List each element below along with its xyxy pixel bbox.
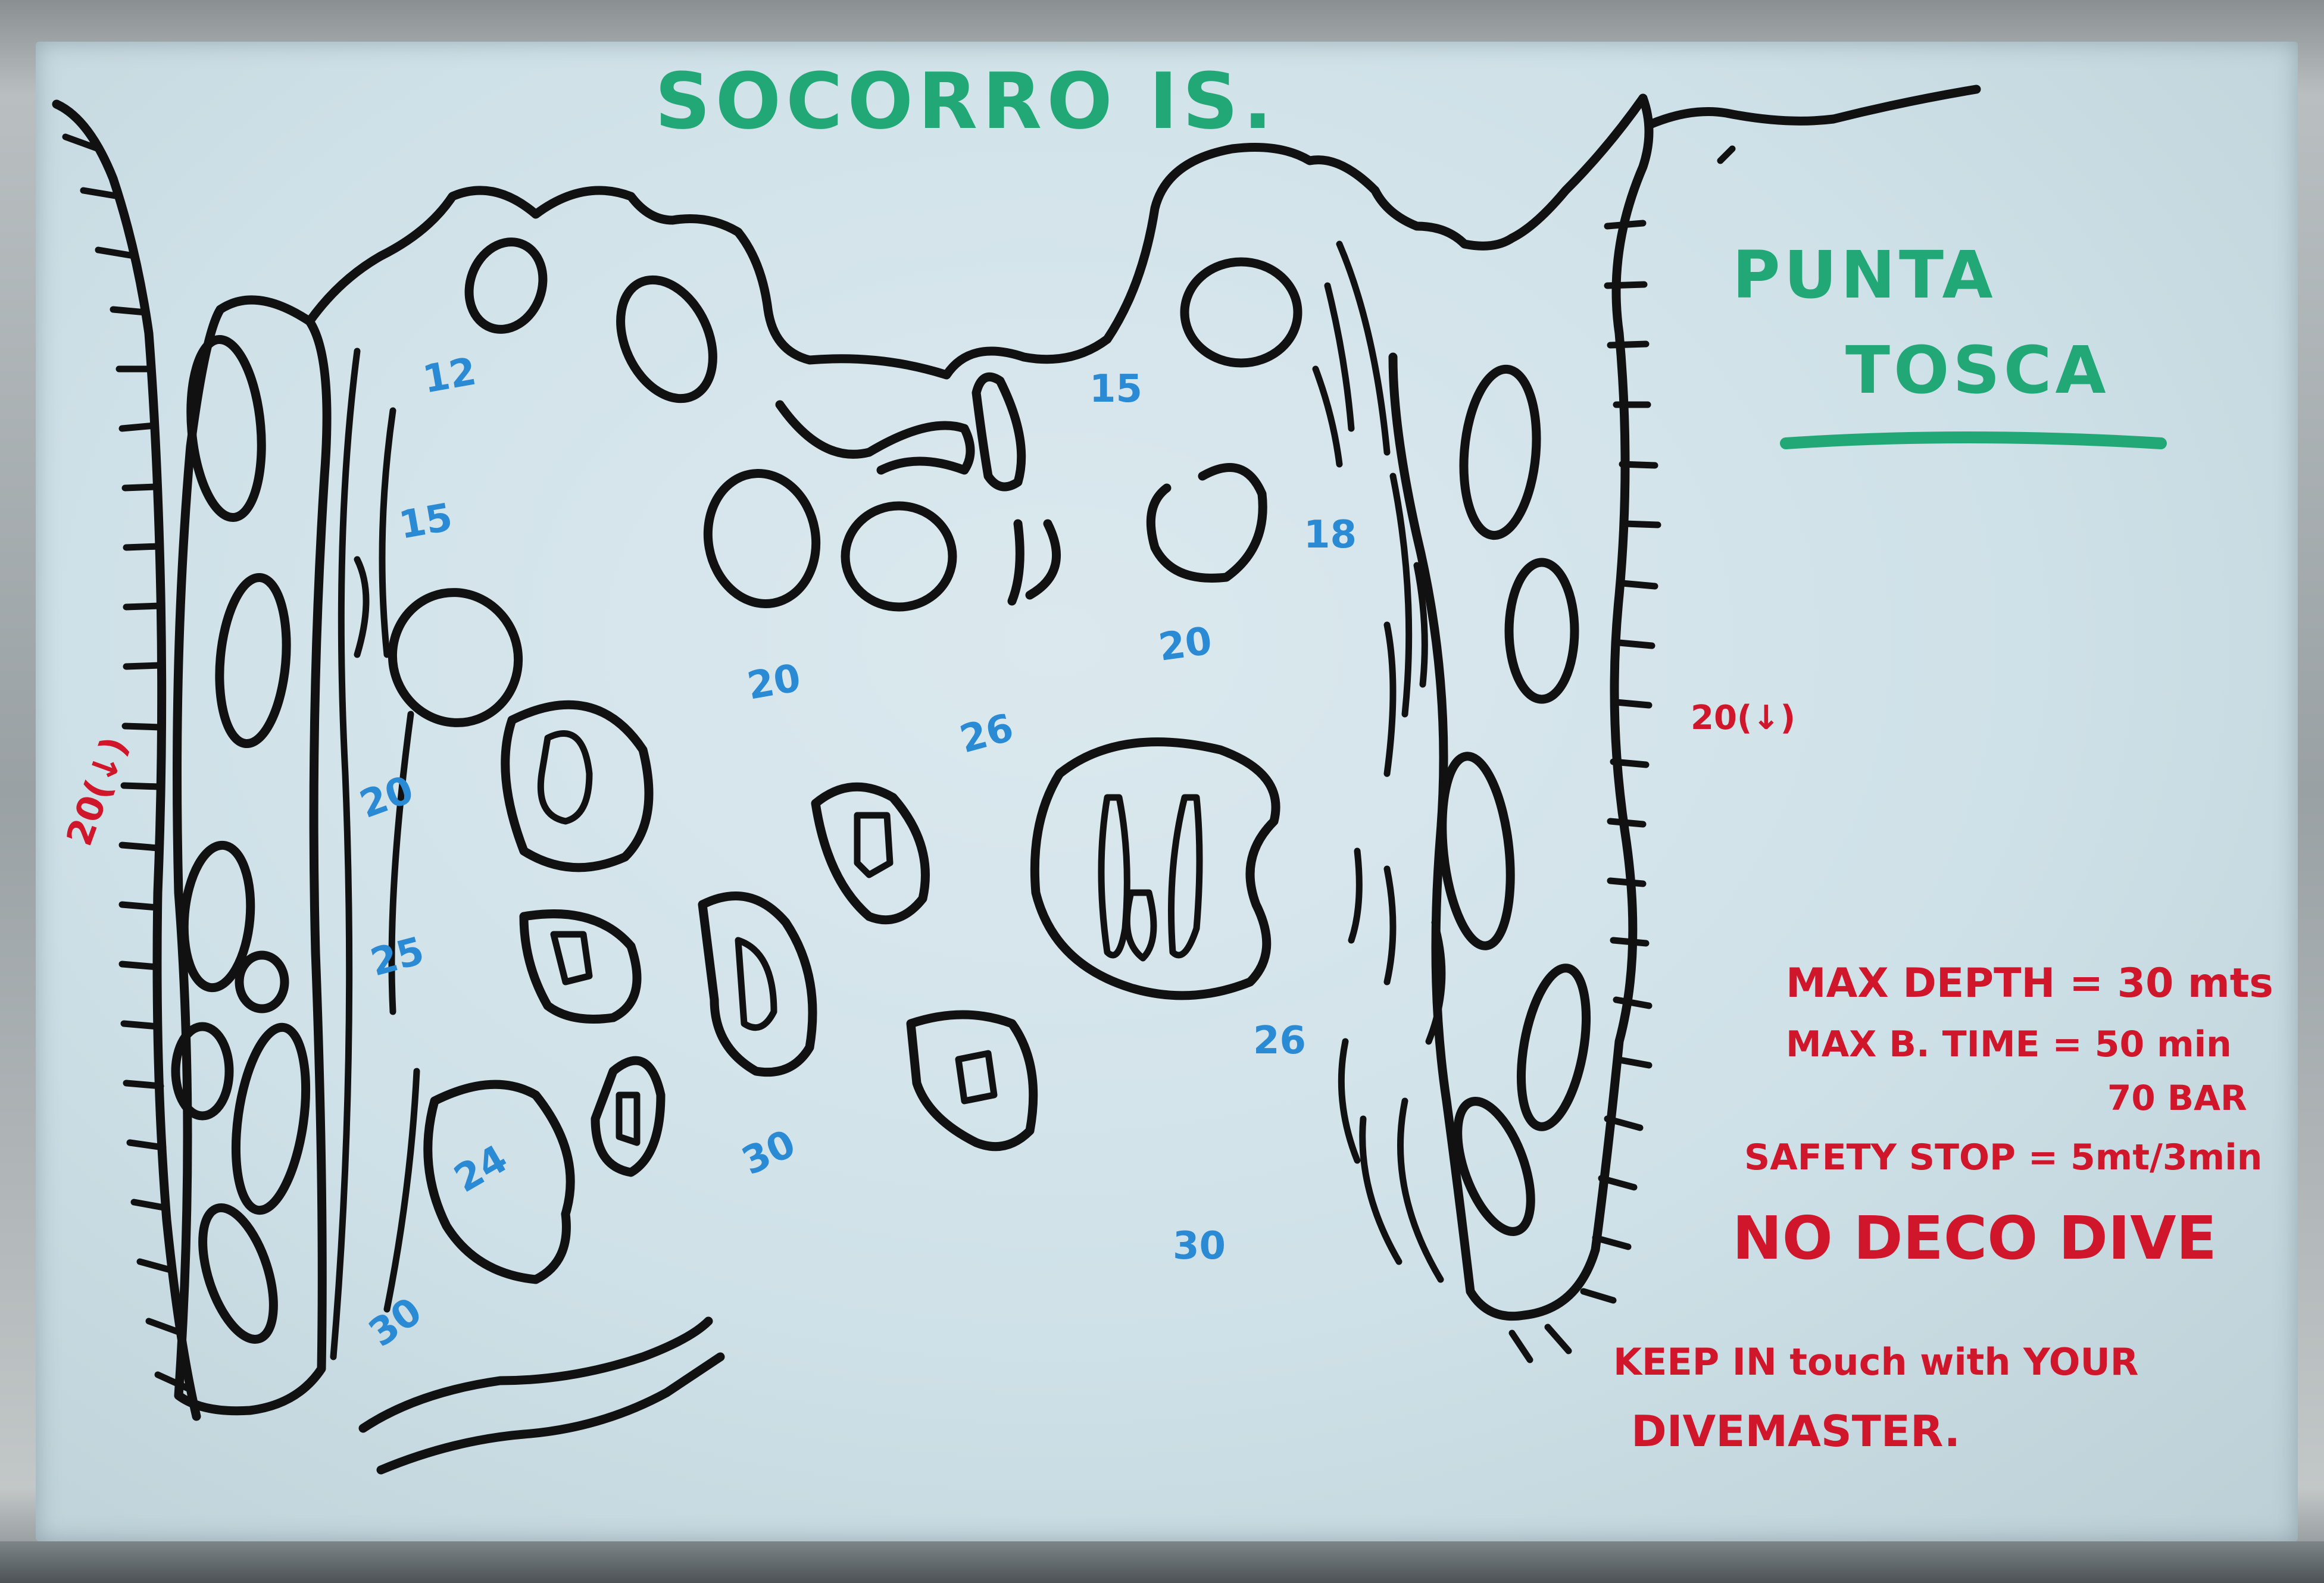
depth-label: 20: [354, 768, 419, 827]
depth-label: 26: [955, 706, 1018, 762]
bottom-contours: [358, 1316, 725, 1475]
dive-type-note: NO DECO DIVE: [1732, 1203, 2217, 1273]
bottom-time-note: MAX B. TIME = 50 min: [1786, 1024, 2232, 1065]
dive-briefing: MAX DEPTH = 30 mts MAX B. TIME = 50 min …: [1613, 960, 2273, 1456]
right-contours: [1312, 240, 1446, 1283]
depth-label: 25: [366, 929, 429, 986]
right-rocks: [1438, 364, 1591, 1236]
location-title: SOCORRO IS.: [655, 56, 1277, 146]
center-rocks: [388, 237, 1302, 727]
depth-label: 20: [744, 656, 804, 708]
depth-label: 30: [735, 1122, 802, 1184]
depth-label: 18: [1304, 513, 1357, 557]
site-name-line2: TOSCA: [1845, 332, 2110, 408]
left-wall: [52, 99, 332, 1421]
depth-label: 26: [1253, 1019, 1306, 1063]
marker-tray: [0, 1541, 2324, 1583]
safety-stop-note: SAFETY STOP = 5mt/3min: [1744, 1137, 2262, 1178]
depth-label: 30: [361, 1289, 430, 1356]
max-depth-note: MAX DEPTH = 30 mts: [1786, 960, 2273, 1007]
reminder-line-1: KEEP IN touch with YOUR: [1613, 1340, 2139, 1384]
site-name-line1: PUNTA: [1732, 237, 1997, 313]
right-wall-depth-label: 20(↓): [1691, 699, 1795, 737]
right-wall: [1508, 220, 1661, 1363]
depth-label: 15: [396, 495, 456, 548]
depth-label: 30: [1173, 1224, 1226, 1268]
depth-label: 12: [420, 349, 480, 402]
title-underline: [1780, 431, 2167, 449]
left-contours: [330, 348, 420, 1360]
depth-label: 15: [1089, 367, 1142, 411]
depth-label: 20: [1156, 619, 1214, 670]
bar-note: 70 BAR: [2107, 1078, 2247, 1118]
whiteboard-surface: [36, 42, 2298, 1541]
left-wall-depth-label: 20(↓): [58, 731, 136, 851]
left-rocks: [171, 334, 311, 1344]
reminder-line-2: DIVEMASTER.: [1631, 1406, 1960, 1456]
hollow-rocks: [423, 700, 1280, 1284]
depth-label: 24: [447, 1137, 515, 1202]
